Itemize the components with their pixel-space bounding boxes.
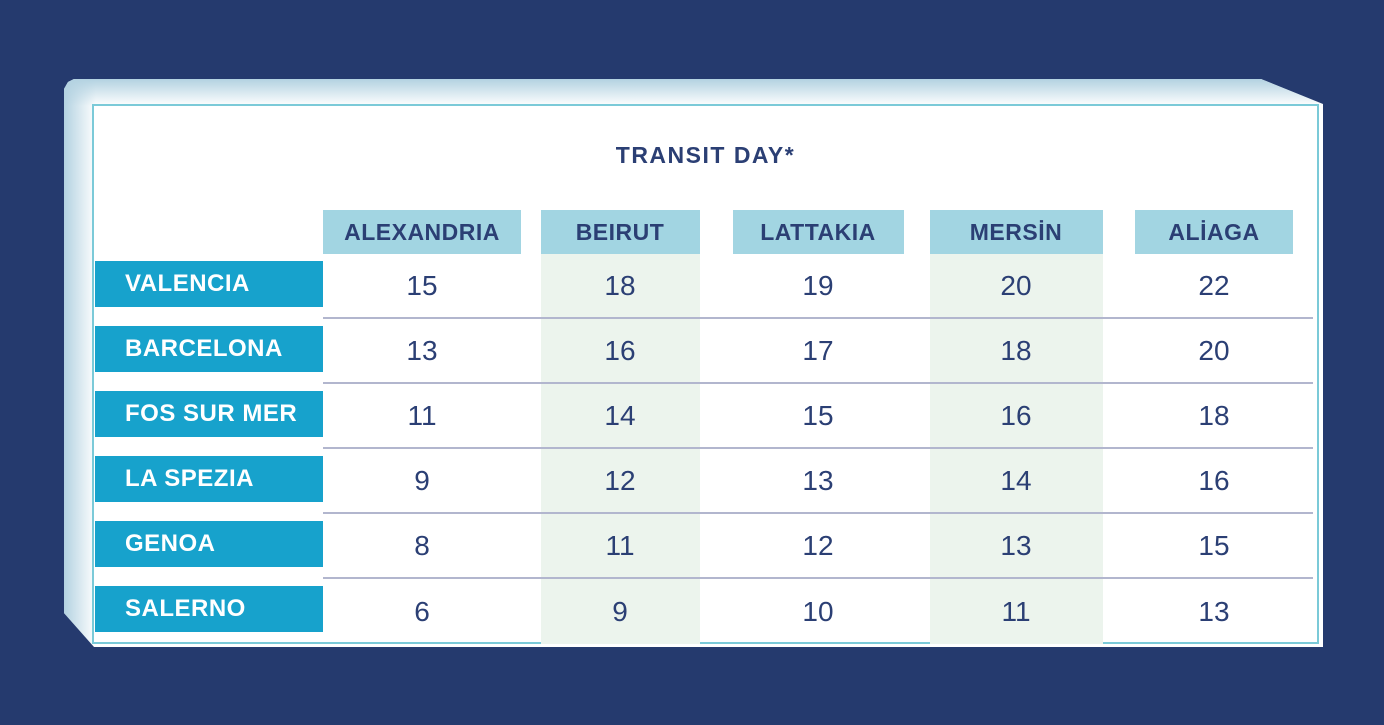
column-header-alexandria: ALEXANDRIA bbox=[323, 210, 521, 254]
cell-genoa-lattakia: 12 bbox=[719, 514, 917, 579]
column-header-beirut: BEIRUT bbox=[521, 210, 719, 254]
row-header-genoa: GENOA bbox=[95, 514, 323, 579]
row-header-label: FOS SUR MER bbox=[95, 391, 323, 437]
column-header-mersin: MERSİN bbox=[917, 210, 1115, 254]
cell-salerno-alexandria: 6 bbox=[414, 595, 430, 627]
column-header-label: ALEXANDRIA bbox=[323, 210, 521, 254]
row-header-salerno: SALERNO bbox=[95, 579, 323, 644]
row-header-barcelona: BARCELONA bbox=[95, 319, 323, 384]
row-header-label: GENOA bbox=[95, 521, 323, 567]
cell-fos-sur-mer-aliaga: 18 bbox=[1115, 384, 1313, 449]
cell-la-spezia-aliaga: 16 bbox=[1115, 449, 1313, 514]
column-header-lattakia: LATTAKIA bbox=[719, 210, 917, 254]
cell-la-spezia-mersin: 14 bbox=[917, 449, 1115, 514]
cell-salerno-lattakia: 10 bbox=[802, 595, 834, 627]
cell-valencia-alexandria: 15 bbox=[323, 254, 521, 319]
cell-la-spezia-beirut: 12 bbox=[521, 449, 719, 514]
table-corner-spacer bbox=[95, 210, 323, 254]
cell-fos-sur-mer-beirut: 14 bbox=[521, 384, 719, 449]
cell-salerno-aliaga: 13 bbox=[1198, 595, 1230, 627]
column-header-label: BEIRUT bbox=[540, 210, 700, 254]
column-header-label: MERSİN bbox=[929, 210, 1103, 254]
cell-barcelona-alexandria: 13 bbox=[323, 319, 521, 384]
row-header-label: VALENCIA bbox=[95, 261, 323, 307]
row-header-label: BARCELONA bbox=[95, 326, 323, 372]
cell-barcelona-aliaga: 20 bbox=[1115, 319, 1313, 384]
row-header-la-spezia: LA SPEZIA bbox=[95, 449, 323, 514]
cell-salerno-mersin: 11 bbox=[917, 579, 1115, 644]
table-title: TRANSIT DAY* bbox=[615, 142, 796, 168]
column-header-label: ALİAGA bbox=[1135, 210, 1293, 254]
cell-valencia-beirut: 18 bbox=[521, 254, 719, 319]
cell-fos-sur-mer-mersin: 16 bbox=[917, 384, 1115, 449]
cell-barcelona-beirut: 16 bbox=[521, 319, 719, 384]
cell-genoa-alexandria: 8 bbox=[323, 514, 521, 579]
cell-valencia-aliaga: 22 bbox=[1115, 254, 1313, 319]
row-header-valencia: VALENCIA bbox=[95, 254, 323, 319]
row-header-label: LA SPEZIA bbox=[95, 456, 323, 502]
cell-valencia-lattakia: 19 bbox=[719, 254, 917, 319]
column-header-label: LATTAKIA bbox=[732, 210, 904, 254]
cell-salerno-beirut: 9 bbox=[521, 579, 719, 644]
cell-fos-sur-mer-lattakia: 15 bbox=[719, 384, 917, 449]
cell-genoa-mersin: 13 bbox=[917, 514, 1115, 579]
column-header-aliaga: ALİAGA bbox=[1115, 210, 1313, 254]
cell-la-spezia-lattakia: 13 bbox=[719, 449, 917, 514]
cell-genoa-beirut: 11 bbox=[521, 514, 719, 579]
cell-barcelona-lattakia: 17 bbox=[719, 319, 917, 384]
cell-fos-sur-mer-alexandria: 11 bbox=[323, 384, 521, 449]
cell-valencia-mersin: 20 bbox=[917, 254, 1115, 319]
cell-la-spezia-alexandria: 9 bbox=[323, 449, 521, 514]
row-header-fos-sur-mer: FOS SUR MER bbox=[95, 384, 323, 449]
row-header-label: SALERNO bbox=[95, 586, 323, 632]
cell-genoa-aliaga: 15 bbox=[1115, 514, 1313, 579]
cell-barcelona-mersin: 18 bbox=[917, 319, 1115, 384]
transit-table: ALEXANDRIA BEIRUT LATTAKIA MERSİN ALİAGA… bbox=[95, 210, 1313, 644]
transit-table-card: TRANSIT DAY* ALEXANDRIA BEIRUT LATTAKIA … bbox=[92, 104, 1319, 644]
